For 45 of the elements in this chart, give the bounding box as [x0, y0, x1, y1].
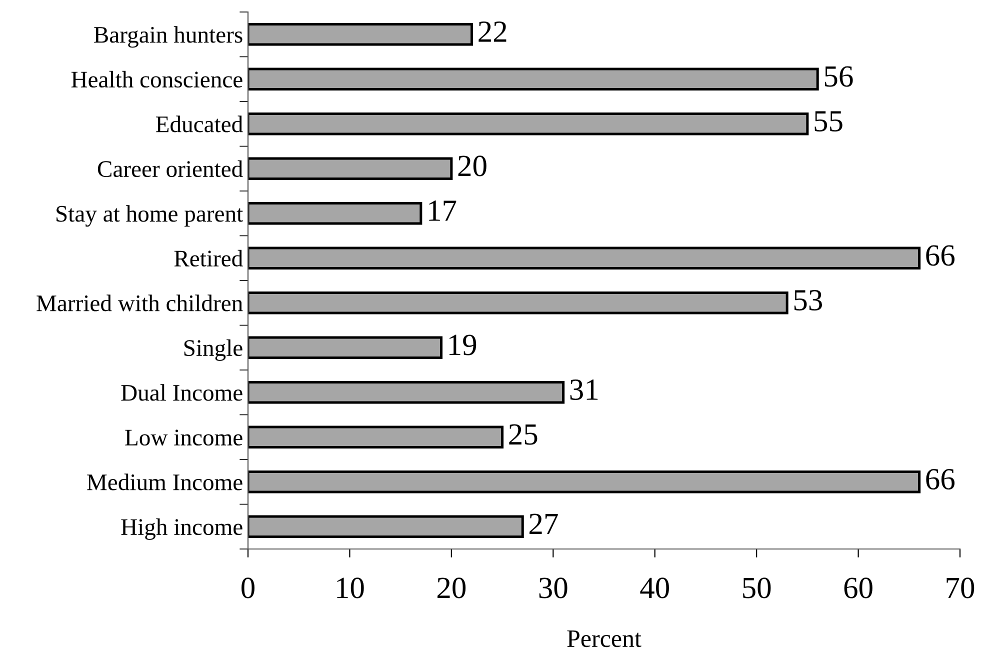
data-label: 17	[429, 200, 456, 221]
data-label: 27	[530, 514, 558, 534]
bar	[248, 426, 504, 448]
bar	[248, 157, 453, 180]
x-tick-label: 50	[743, 578, 771, 598]
x-tick-label: 0	[242, 578, 254, 598]
y-tick-label: High income	[121, 518, 242, 540]
y-tick-label: Health conscience	[71, 70, 242, 88]
data-label: 19	[450, 334, 476, 356]
y-tick-label: Stay at home parent	[56, 205, 243, 227]
bar	[248, 68, 819, 90]
data-label: 56	[824, 66, 853, 87]
bar	[248, 202, 422, 225]
data-label: 55	[814, 111, 842, 132]
data-label: 20	[458, 156, 486, 176]
bar	[248, 292, 788, 314]
x-tick-label: 60	[844, 578, 872, 598]
bar	[248, 381, 565, 404]
bar	[248, 112, 809, 136]
bar	[248, 246, 921, 270]
bar	[248, 336, 443, 359]
x-tick-label: 10	[337, 578, 364, 598]
y-tick-label: Retired	[174, 250, 243, 267]
x-axis-title: Percent	[567, 630, 642, 648]
y-tick-label: Career oriented	[98, 160, 243, 178]
y-tick-label: Educated	[156, 116, 243, 132]
y-tick-label: Single	[184, 339, 242, 361]
y-tick-label: Bargain hunters	[94, 26, 242, 48]
x-tick-label: 70	[946, 578, 974, 598]
bar	[248, 515, 524, 538]
data-label: 31	[570, 379, 598, 400]
bar	[248, 470, 921, 494]
y-tick-label: Dual Income	[121, 384, 242, 401]
bar	[248, 23, 474, 46]
x-tick-label: 40	[640, 578, 669, 598]
y-tick-label: Medium Income	[87, 474, 242, 490]
data-label: 25	[509, 424, 538, 445]
data-label: 66	[926, 468, 955, 490]
data-label: 22	[478, 21, 506, 42]
y-tick-label: Low income	[125, 430, 242, 446]
data-label: 66	[926, 245, 955, 266]
x-tick-label: 20	[437, 578, 466, 598]
x-tick-label: 30	[539, 578, 568, 598]
y-tick-label: Married with children	[36, 294, 243, 312]
data-label: 53	[794, 290, 822, 311]
